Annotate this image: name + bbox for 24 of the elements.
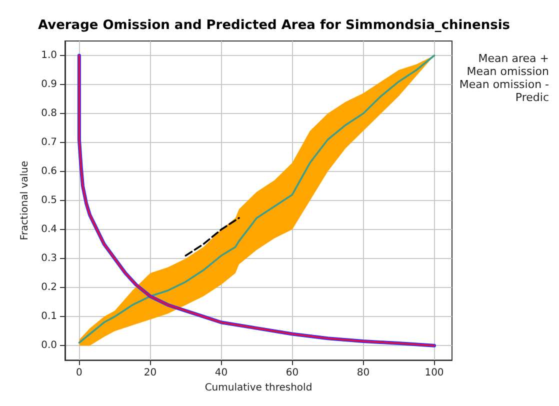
chart-title: Average Omission and Predicted Area for Simmondsia_chinensis <box>38 18 510 33</box>
y-tick-label: 0.0 <box>41 340 57 352</box>
x-tick-label: 20 <box>144 368 157 379</box>
text: Mean omission - <box>459 78 550 91</box>
y-tick-label: 0.6 <box>41 166 57 178</box>
y-tick-label: 0.2 <box>41 282 57 294</box>
x-tick-label: 80 <box>356 368 370 379</box>
y-tick-label: 0.3 <box>41 253 57 264</box>
y-tick-label: 0.4 <box>41 224 57 236</box>
x-axis-title: Cumulative threshold <box>204 382 312 394</box>
x-tick-label: 100 <box>424 368 444 379</box>
x-tick-label: 0 <box>76 368 82 379</box>
text: Mean area + <box>478 52 550 65</box>
y-axis-title: Fractional value <box>20 160 31 240</box>
y-tick-label: 0.1 <box>41 311 57 322</box>
y-tick-label: 0.7 <box>41 137 57 148</box>
y-tick-label: 0.9 <box>41 79 57 90</box>
y-tick-label: 0.5 <box>41 195 57 206</box>
text: Mean omission <box>466 65 550 78</box>
y-tick-label: 0.8 <box>41 108 57 120</box>
y-tick-label: 1.0 <box>41 50 57 62</box>
x-tick-label: 40 <box>214 368 228 379</box>
x-tick-label: 60 <box>286 368 299 379</box>
text: Predic <box>515 91 550 104</box>
